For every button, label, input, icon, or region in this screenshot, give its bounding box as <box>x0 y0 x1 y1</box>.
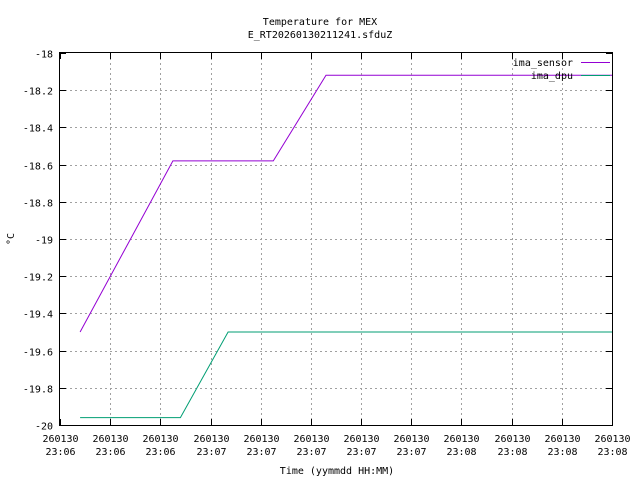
chart-subtitle: E_RT20260130211241.sfduZ <box>248 30 393 41</box>
series-line-ima-dpu <box>80 331 612 419</box>
y-tick-label: -19.6 <box>23 348 53 359</box>
x-tick-label-time: 23:08 <box>547 447 577 458</box>
y-tick-label: -19.4 <box>23 310 53 321</box>
x-tick-label-date: 260130 <box>92 434 128 445</box>
series-layer <box>79 74 612 419</box>
y-tick-label: -18.8 <box>23 199 53 210</box>
x-tick-label-date: 260130 <box>594 434 630 445</box>
chart-title: Temperature for MEX <box>263 17 377 28</box>
series-line-ima-sensor <box>79 74 612 333</box>
y-tick-label: -18.2 <box>23 87 53 98</box>
x-tick-label-date: 260130 <box>193 434 229 445</box>
legend-label: ima_sensor <box>513 58 573 69</box>
x-tick-label-time: 23:07 <box>346 447 376 458</box>
y-tick-label: -20 <box>35 422 53 433</box>
legend-label: ima_dpu <box>531 71 573 82</box>
x-tick-label-time: 23:07 <box>196 447 226 458</box>
x-tick-label-date: 260130 <box>142 434 178 445</box>
x-tick-label-time: 23:06 <box>95 447 125 458</box>
plot-frame <box>59 52 613 426</box>
x-tick-label-date: 260130 <box>42 434 78 445</box>
x-tick-label-date: 260130 <box>243 434 279 445</box>
y-tick-label: -18.6 <box>23 162 53 173</box>
y-axis-label: °C <box>6 233 17 245</box>
legend: ima_sensor ima_dpu <box>513 58 610 82</box>
y-tick-label: -18.4 <box>23 124 53 135</box>
grid-layer <box>60 53 612 425</box>
x-tick-label-date: 260130 <box>443 434 479 445</box>
x-tick-label-date: 260130 <box>343 434 379 445</box>
x-tick-label-time: 23:08 <box>497 447 527 458</box>
x-tick-label-time: 23:06 <box>45 447 75 458</box>
y-tick-label: -19.8 <box>23 385 53 396</box>
x-tick-label-time: 23:07 <box>296 447 326 458</box>
x-tick-label-date: 260130 <box>293 434 329 445</box>
x-axis-label: Time (yymmdd HH:MM) <box>280 466 394 477</box>
y-tick-label: -18 <box>35 50 53 61</box>
tick-layer: -18 -18.2 -18.4 -18.6 -18.8 -19 -19.2 -19.4 -19.… <box>23 50 631 459</box>
x-tick-label-time: 23:07 <box>246 447 276 458</box>
x-tick-label-date: 260130 <box>393 434 429 445</box>
x-tick-label-time: 23:08 <box>446 447 476 458</box>
x-tick-label-time: 23:08 <box>597 447 627 458</box>
x-tick-label-time: 23:07 <box>396 447 426 458</box>
y-tick-label: -19 <box>35 236 53 247</box>
x-tick-label-date: 260130 <box>544 434 580 445</box>
x-tick-label-time: 23:06 <box>145 447 175 458</box>
x-tick-label-date: 260130 <box>494 434 530 445</box>
y-tick-label: -19.2 <box>23 273 53 284</box>
